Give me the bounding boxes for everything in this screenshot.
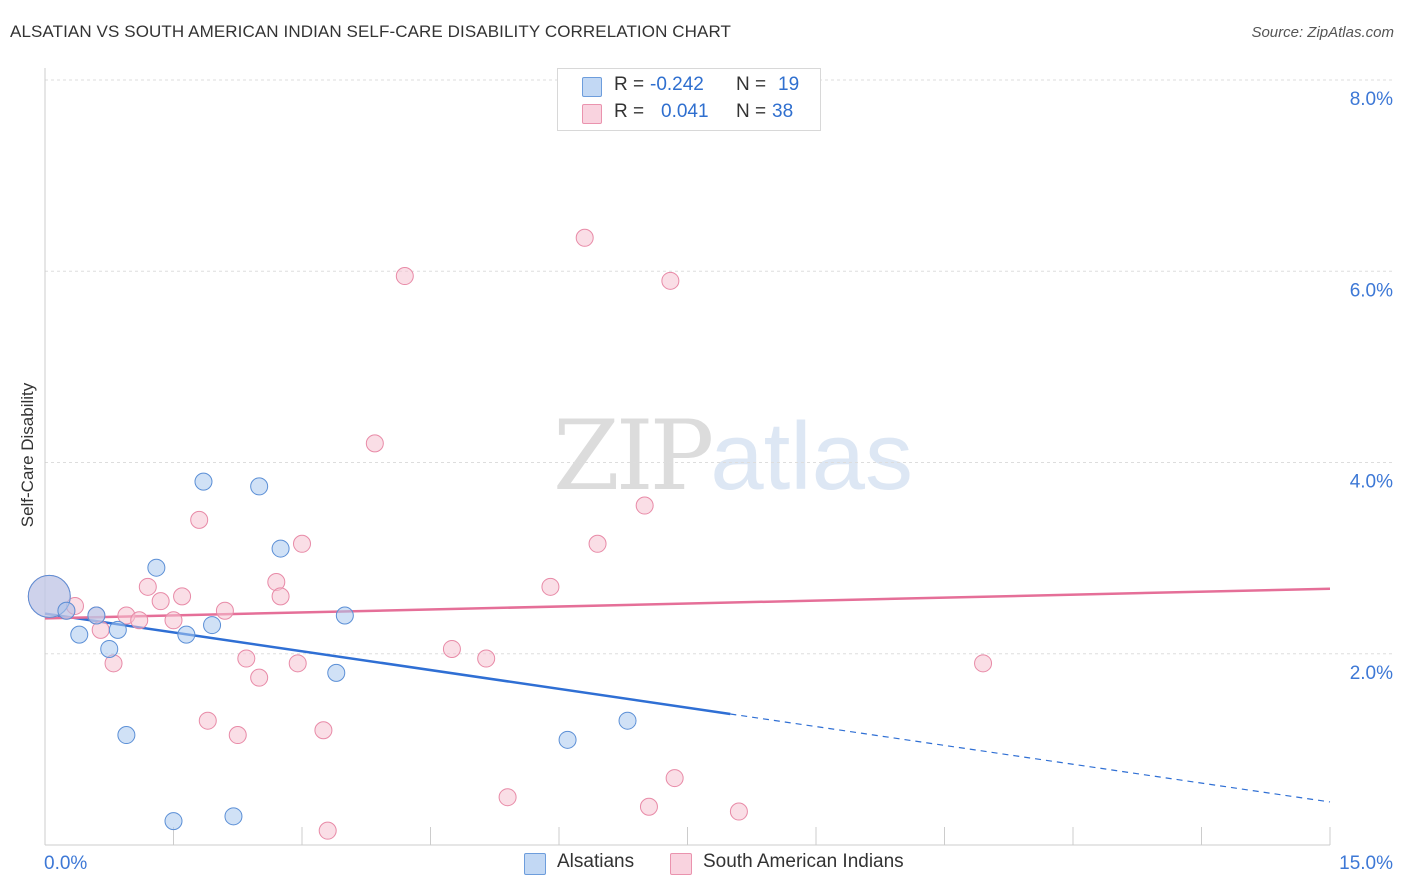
trend-line <box>44 587 1331 620</box>
bottom-legend-label: South American Indians <box>703 851 904 872</box>
data-point <box>147 558 166 577</box>
legend-n-value: 19 <box>778 74 800 95</box>
data-point <box>177 625 196 644</box>
data-point <box>100 639 119 658</box>
data-point <box>665 769 684 788</box>
data-point <box>327 663 346 682</box>
y-tick-label: 2.0% <box>1350 663 1393 684</box>
data-point <box>395 267 414 286</box>
data-point <box>575 228 594 247</box>
legend-n-value: 38 <box>772 101 794 122</box>
data-point <box>203 616 222 635</box>
trend-line-extension <box>730 713 1331 803</box>
chart-title: ALSATIAN VS SOUTH AMERICAN INDIAN SELF-C… <box>10 22 732 41</box>
data-point <box>271 539 290 558</box>
correlation-legend: R = -0.242 N = 19 R = 0.041 N = 38 <box>557 68 821 131</box>
data-point <box>130 611 149 630</box>
data-point <box>194 472 213 491</box>
data-point <box>558 730 577 749</box>
data-point <box>57 601 76 620</box>
legend-r-label: R = <box>614 101 645 122</box>
data-point <box>639 797 658 816</box>
source-label: Source: ZipAtlas.com <box>1251 24 1394 41</box>
data-point <box>173 587 192 606</box>
y-axis-label: Self-Care Disability <box>18 382 37 528</box>
bottom-legend-south-american-indians: South American Indians <box>670 851 930 877</box>
bottom-legend-label: Alsatians <box>557 851 635 872</box>
data-point <box>215 601 234 620</box>
data-point <box>164 611 183 630</box>
x-tick-label: 15.0% <box>1339 853 1393 874</box>
legend-r-value: 0.041 <box>661 101 709 122</box>
data-point <box>729 802 748 821</box>
data-point <box>164 812 183 831</box>
data-point <box>661 271 680 290</box>
data-point <box>224 807 243 826</box>
data-point <box>288 654 307 673</box>
data-point <box>293 534 311 553</box>
watermark: ZIPatlas <box>553 400 913 512</box>
watermark-zip: ZIP <box>553 400 714 512</box>
data-point <box>442 639 461 658</box>
tick-labels: 2.0% 4.0% 6.0% 8.0% 0.0% 15.0% <box>44 89 1393 874</box>
y-tick-label: 6.0% <box>1350 280 1393 301</box>
trend-line <box>44 612 731 716</box>
axes <box>44 68 1331 846</box>
legend-r-label: R = <box>614 74 645 95</box>
data-point <box>190 510 209 529</box>
bottom-legend-swatch-south-american-indians <box>670 853 692 875</box>
y-tick-label: 8.0% <box>1350 89 1393 110</box>
data-point <box>618 711 637 730</box>
data-point <box>250 477 269 496</box>
data-point <box>498 788 517 807</box>
bottom-legend-swatch-alsatians <box>524 853 546 875</box>
legend-swatch-alsatians <box>582 77 602 97</box>
data-point <box>250 668 269 687</box>
data-point <box>138 577 157 596</box>
trend-lines <box>44 587 1331 803</box>
data-point <box>318 821 337 840</box>
legend-r-value: -0.242 <box>650 74 704 95</box>
legend-swatch-south-american-indians <box>582 104 602 124</box>
data-point <box>588 534 607 553</box>
watermark-atlas: atlas <box>710 403 913 510</box>
data-point <box>314 721 333 740</box>
data-points <box>27 228 993 840</box>
y-tick-label: 4.0% <box>1350 472 1393 493</box>
data-point <box>365 434 384 453</box>
x-tick-label: 0.0% <box>44 853 87 874</box>
data-point <box>541 577 560 596</box>
data-point <box>151 592 170 611</box>
data-point <box>271 587 290 606</box>
legend-n-label: N = <box>736 101 767 122</box>
data-point <box>974 654 993 673</box>
data-point <box>70 625 89 644</box>
data-point <box>477 649 496 668</box>
data-point <box>228 726 247 745</box>
data-point <box>117 726 136 745</box>
data-point <box>87 606 106 625</box>
data-point <box>335 606 354 625</box>
data-point <box>237 649 256 668</box>
data-point <box>198 711 217 730</box>
bottom-legend-alsatians: Alsatians <box>524 851 654 877</box>
data-point <box>108 620 127 639</box>
legend-n-label: N = <box>736 74 767 95</box>
grid-lines <box>45 79 1392 655</box>
data-point <box>635 496 654 515</box>
